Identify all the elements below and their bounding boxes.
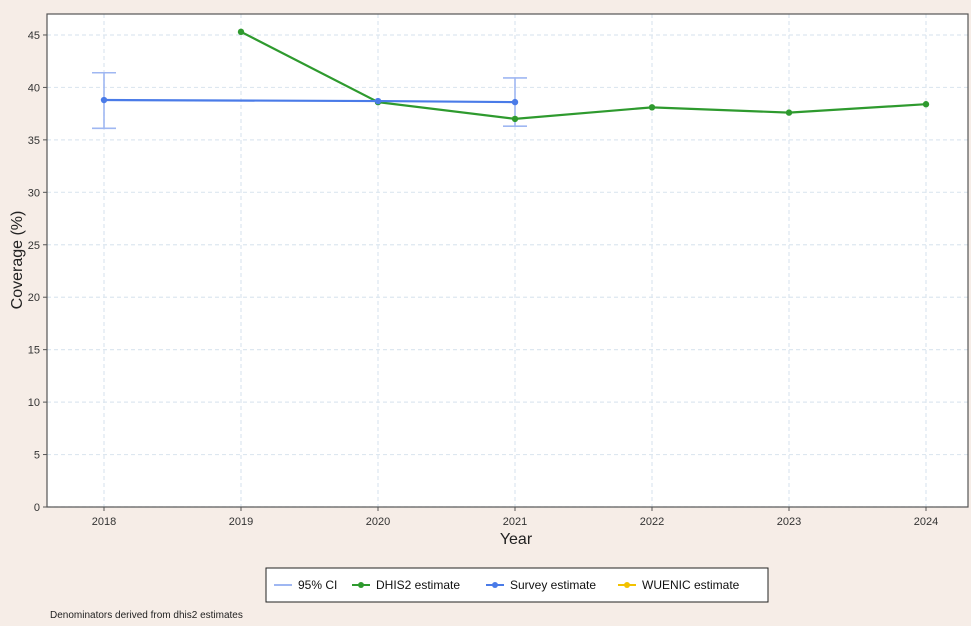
y-tick-label: 15 — [28, 345, 40, 357]
grid — [47, 14, 968, 508]
y-tick-label: 5 — [34, 450, 40, 462]
survey-estimate-point — [100, 96, 108, 104]
legend-label: Survey estimate — [510, 578, 596, 592]
legend-box — [265, 567, 769, 603]
legend: 95% CI DHIS2 estimate Survey estimate WUENI… — [265, 567, 769, 603]
x-tick-label: 2024 — [914, 516, 938, 528]
x-tick-label: 2022 — [640, 516, 664, 528]
survey-estimate-point — [511, 98, 519, 106]
footnote: Denominators derived from dhis2 estimate… — [50, 610, 243, 621]
dhis2-estimate-line — [240, 30, 927, 120]
y-axis-title: Coverage (%) — [9, 211, 26, 310]
y-axis-ticks: 0 5 10 15 20 25 30 35 40 45 — [28, 30, 47, 514]
y-tick-label: 25 — [28, 240, 40, 252]
y-tick-label: 40 — [28, 82, 40, 94]
dhis2-estimate-point — [922, 101, 930, 108]
series-layer — [100, 28, 930, 123]
x-tick-label: 2023 — [777, 516, 801, 528]
y-tick-label: 45 — [28, 30, 40, 42]
y-tick-label: 10 — [28, 397, 40, 409]
legend-key-point — [358, 582, 364, 588]
panel-border — [46, 13, 969, 508]
dhis2-estimate-point — [785, 109, 793, 116]
legend-key-point — [492, 582, 498, 588]
legend-label: 95% CI — [298, 578, 337, 592]
y-tick-label: 0 — [34, 502, 40, 514]
survey-estimate-point — [374, 97, 382, 105]
x-tick-label: 2020 — [366, 516, 390, 528]
dhis2-estimate-point — [648, 104, 656, 111]
dhis2-estimate-point — [237, 28, 245, 36]
x-axis-ticks: 2018 2019 2020 2021 2022 2023 2024 — [92, 507, 938, 528]
x-axis-title: Year — [500, 531, 533, 548]
y-tick-label: 35 — [28, 135, 40, 147]
legend-key-point — [624, 582, 630, 588]
x-tick-label: 2018 — [92, 516, 116, 528]
x-tick-label: 2021 — [503, 516, 527, 528]
y-tick-label: 30 — [28, 187, 40, 199]
panel-background — [47, 14, 968, 507]
legend-label: WUENIC estimate — [642, 578, 740, 592]
dhis2-estimate-point — [511, 115, 519, 123]
x-tick-label: 2019 — [229, 516, 253, 528]
legend-label: DHIS2 estimate — [376, 578, 460, 592]
y-tick-label: 20 — [28, 292, 40, 304]
